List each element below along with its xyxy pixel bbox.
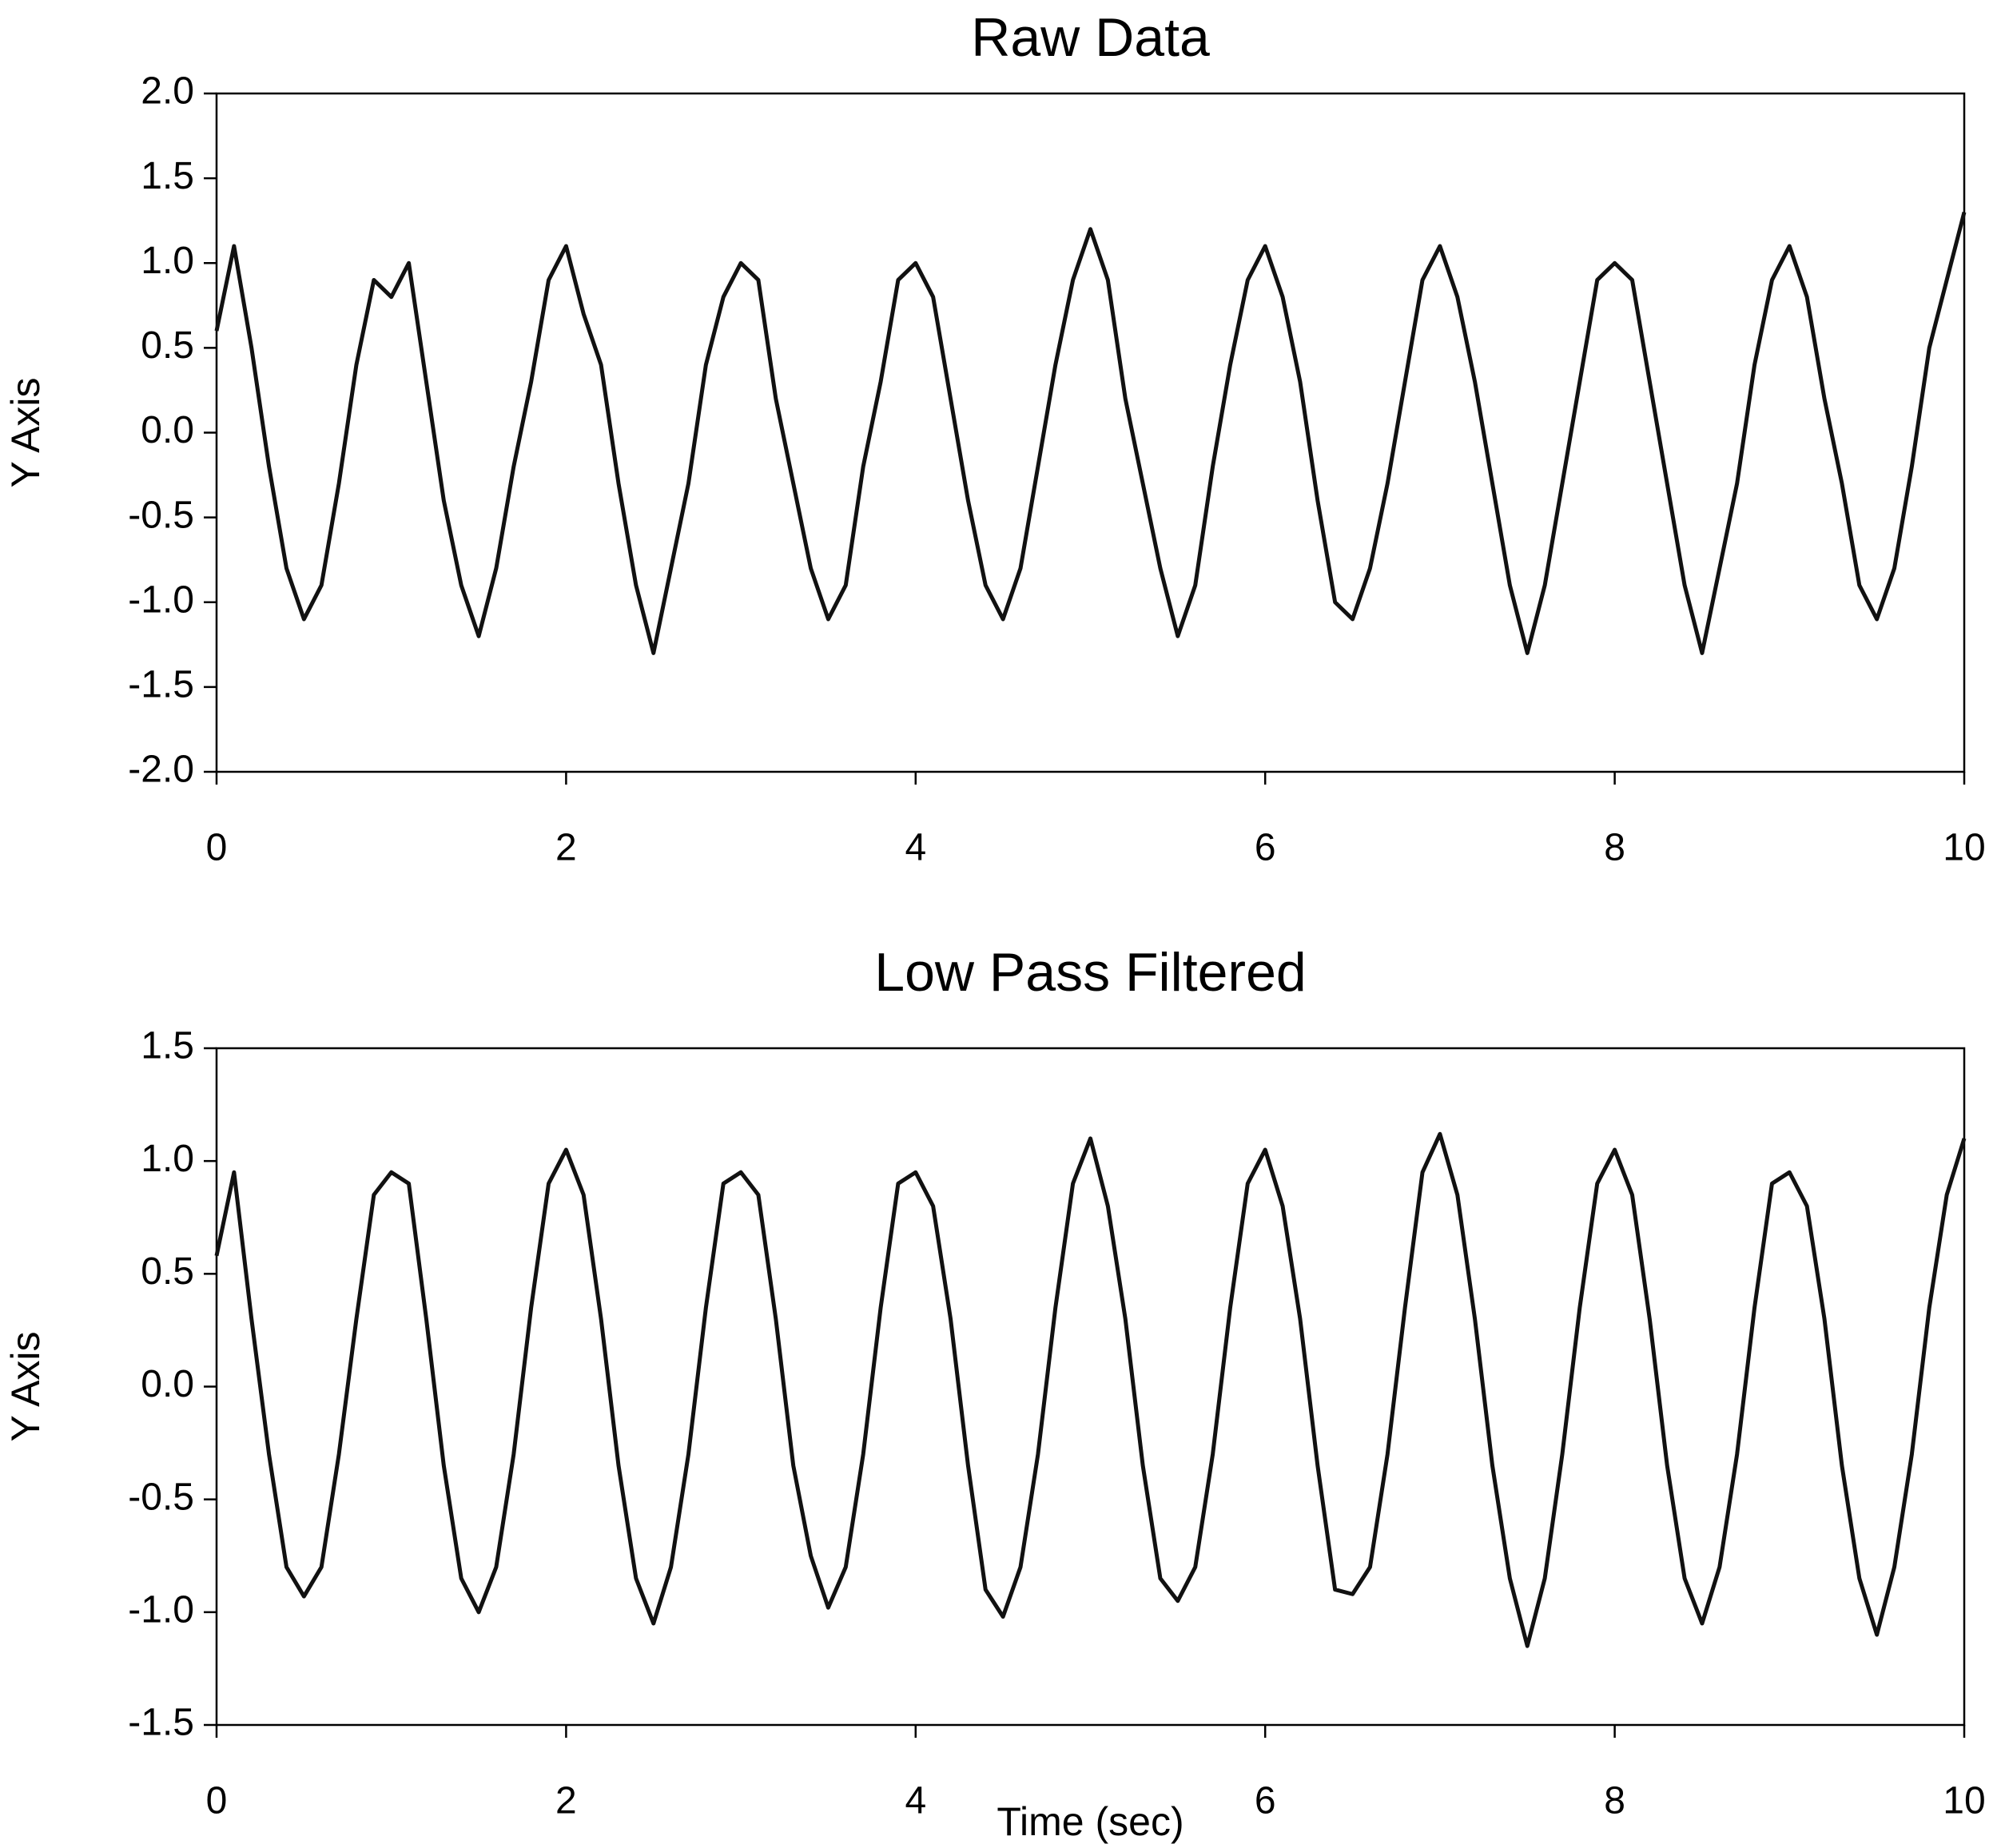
x-tick-label: 6	[1255, 827, 1276, 869]
data-line	[214, 1131, 1967, 1648]
y-tick-label: 1.5	[141, 1025, 194, 1067]
y-tick-label: 1.0	[141, 1138, 194, 1180]
data-line	[214, 211, 1967, 655]
y-tick-label: 1.5	[141, 155, 194, 197]
x-tick-label: 0	[206, 1780, 228, 1822]
y-tick-label: -1.0	[128, 578, 194, 621]
x-tick-label: 8	[1604, 827, 1625, 869]
x-tick-label: 2	[555, 827, 577, 869]
y-tick-label: 0.0	[141, 409, 194, 451]
x-tick-label: 10	[1943, 1780, 1985, 1822]
y-tick-label: 0.0	[141, 1363, 194, 1405]
y-tick-label: 0.5	[141, 324, 194, 367]
y-tick-label: -1.5	[128, 1702, 194, 1744]
plot-frame	[215, 92, 1966, 773]
chart-title: Low Pass Filtered	[874, 942, 1306, 1003]
y-tick-label: -2.0	[128, 749, 194, 791]
x-tick-label: 10	[1943, 827, 1985, 869]
x-tick-label: 4	[905, 827, 926, 869]
x-tick-label: 0	[206, 827, 228, 869]
y-tick-label: 0.5	[141, 1250, 194, 1293]
chart-title: Raw Data	[971, 7, 1210, 68]
x-tick-label: 8	[1604, 1780, 1625, 1822]
y-tick-label: -0.5	[128, 494, 194, 536]
x-tick-label: 4	[905, 1780, 926, 1822]
y-tick-label: -1.0	[128, 1589, 194, 1631]
y-tick-label: 1.0	[141, 240, 194, 282]
x-axis-label: Time (sec)	[997, 1799, 1184, 1844]
y-tick-label: -1.5	[128, 664, 194, 706]
y-axis-label: Y Axis	[3, 377, 48, 487]
y-axis-label: Y Axis	[3, 1331, 48, 1441]
x-tick-label: 6	[1255, 1780, 1276, 1822]
x-tick-label: 2	[555, 1780, 577, 1822]
y-tick-label: 2.0	[141, 70, 194, 113]
y-tick-label: -0.5	[128, 1476, 194, 1518]
